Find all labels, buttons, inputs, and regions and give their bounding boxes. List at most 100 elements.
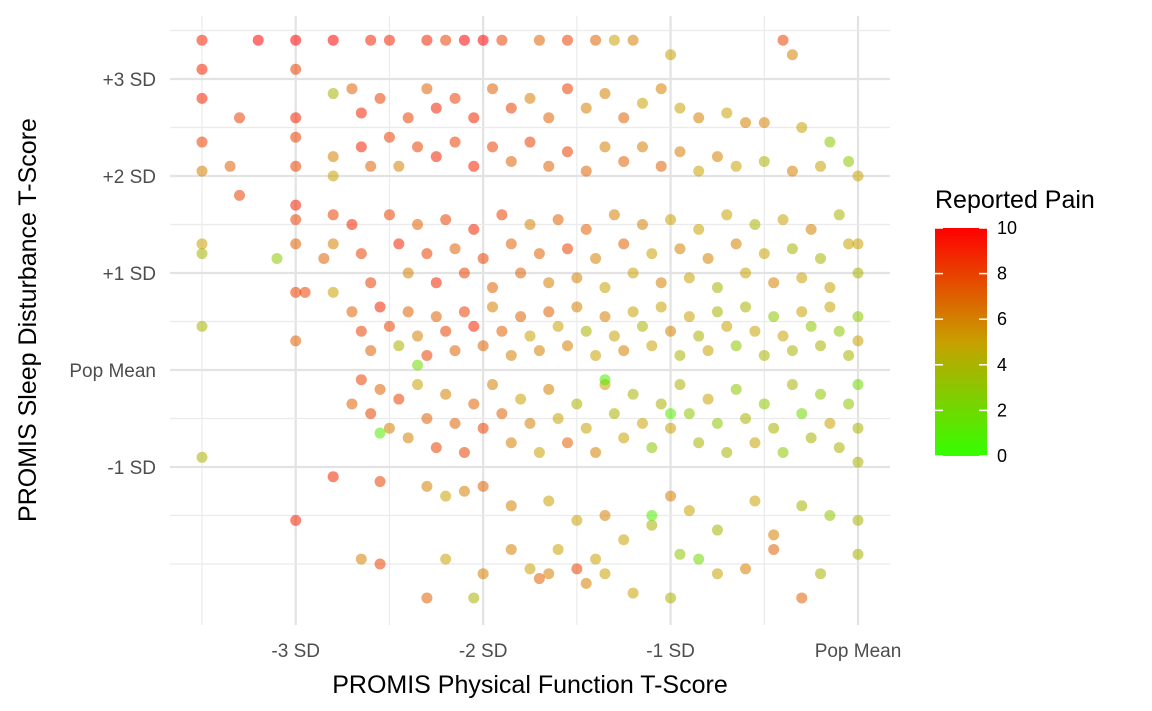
data-point [824, 510, 836, 521]
data-point [824, 301, 836, 313]
data-point [365, 345, 377, 357]
data-point [393, 160, 405, 172]
data-point [580, 102, 592, 114]
data-point [458, 446, 470, 458]
data-point [852, 311, 864, 323]
y-axis-title: PROMIS Sleep Disturbance T-Score [14, 118, 42, 522]
data-point [318, 252, 330, 264]
y-axis-ticks: +3 SD +2 SD +1 SD Pop Mean -1 SD [69, 70, 156, 479]
data-point [440, 553, 452, 565]
data-point [805, 432, 817, 444]
data-point [683, 408, 695, 420]
data-point [683, 272, 695, 284]
data-point [374, 427, 386, 439]
data-point [852, 335, 864, 347]
data-point [402, 432, 414, 444]
data-point [533, 34, 545, 46]
data-point [608, 209, 620, 221]
data-point [477, 480, 489, 492]
data-point [599, 374, 611, 386]
data-point [449, 345, 461, 357]
data-point [533, 345, 545, 357]
data-point [505, 437, 517, 449]
data-point [421, 480, 433, 492]
data-point [515, 311, 527, 323]
data-point [758, 248, 770, 260]
data-point [824, 136, 836, 148]
data-point [440, 325, 452, 337]
data-point [796, 306, 808, 318]
data-point [355, 141, 367, 153]
data-point [852, 170, 864, 182]
data-point [552, 320, 564, 332]
data-point [618, 155, 630, 167]
data-point [355, 374, 367, 386]
data-point [533, 248, 545, 260]
data-point [515, 267, 527, 279]
data-point [599, 282, 611, 294]
data-point [487, 282, 499, 294]
data-point [496, 325, 508, 337]
data-point [543, 277, 555, 289]
data-point [590, 553, 602, 565]
data-point [196, 320, 208, 332]
data-point [618, 112, 630, 124]
data-point [252, 34, 264, 46]
data-point [421, 248, 433, 260]
data-point [843, 398, 855, 410]
data-point [290, 34, 302, 46]
data-point [524, 92, 536, 104]
data-point [327, 34, 339, 46]
data-point [327, 471, 339, 483]
data-point [505, 238, 517, 250]
data-point [599, 311, 611, 323]
data-point [758, 349, 770, 361]
data-point [636, 141, 648, 153]
data-point [346, 83, 358, 95]
data-point [580, 325, 592, 337]
data-point [815, 252, 827, 264]
data-point [412, 330, 424, 342]
data-point [421, 592, 433, 604]
data-point [346, 306, 358, 318]
data-point [636, 320, 648, 332]
data-point [290, 131, 302, 143]
data-point [590, 34, 602, 46]
data-point [449, 417, 461, 429]
data-point [290, 286, 302, 298]
data-point [449, 136, 461, 148]
data-point [477, 568, 489, 580]
data-point [711, 282, 723, 294]
data-point [524, 330, 536, 342]
data-point [777, 214, 789, 226]
data-point [740, 413, 752, 424]
data-point [702, 252, 714, 264]
data-point [796, 408, 808, 420]
data-point [290, 238, 302, 250]
data-point [561, 437, 573, 449]
data-point [646, 442, 658, 454]
data-point [505, 102, 517, 114]
data-point [402, 267, 414, 279]
data-point [590, 446, 602, 458]
data-point [496, 209, 508, 221]
data-point [768, 422, 780, 434]
data-point [852, 379, 864, 391]
data-point [374, 476, 386, 488]
data-point [815, 340, 827, 352]
data-point [552, 543, 564, 555]
data-point [290, 63, 302, 75]
data-point [768, 529, 780, 541]
data-point [711, 417, 723, 429]
data-point [196, 165, 208, 177]
data-point [468, 223, 480, 235]
data-point [374, 301, 386, 313]
data-point [543, 306, 555, 318]
data-point [636, 97, 648, 109]
data-point [796, 122, 808, 133]
data-point [683, 505, 695, 517]
data-point [524, 417, 536, 429]
data-point [580, 577, 592, 589]
data-point [665, 49, 677, 61]
data-point [749, 437, 761, 449]
